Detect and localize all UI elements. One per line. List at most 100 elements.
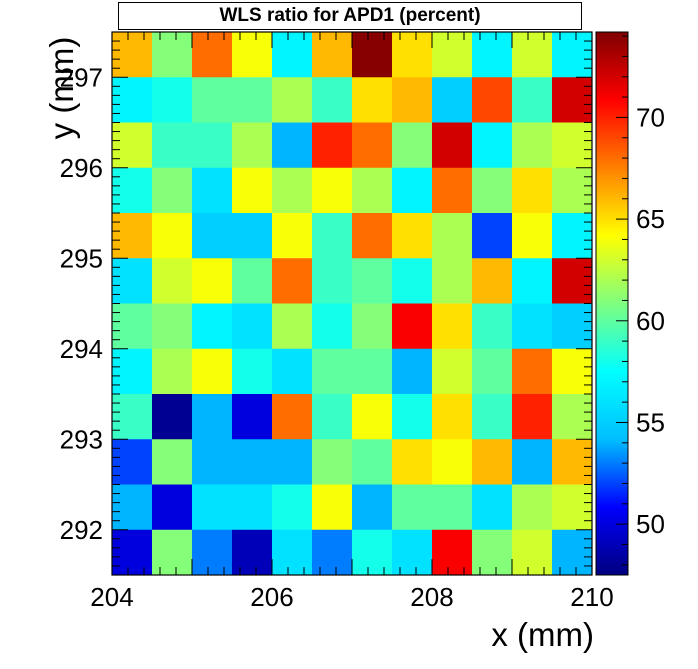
heatmap-cell (472, 394, 513, 440)
y-tick-label: 296 (60, 153, 103, 183)
heatmap-cell (112, 167, 153, 214)
heatmap-cell (112, 213, 153, 259)
heatmap-cell (152, 394, 193, 440)
heatmap-cell (312, 258, 353, 304)
heatmap-cell (312, 77, 353, 123)
heatmap-cell (272, 529, 313, 576)
heatmap-cell (552, 258, 593, 304)
heatmap-cell (192, 529, 233, 576)
y-tick-label: 293 (60, 424, 103, 454)
heatmap-cell (472, 213, 513, 259)
heatmap-cell (432, 32, 473, 78)
heatmap-cell (432, 213, 473, 259)
heatmap-cell (472, 32, 513, 78)
heatmap-cell (392, 77, 433, 123)
heatmap-cell (432, 439, 473, 485)
heatmap-cell (512, 122, 553, 169)
heatmap-cell (392, 348, 433, 395)
heatmap-cell (552, 348, 593, 395)
heatmap-cell (432, 77, 473, 123)
heatmap-cell (552, 213, 593, 259)
heatmap-cell (432, 258, 473, 304)
heatmap-cell (112, 484, 153, 531)
heatmap-cell (512, 439, 553, 485)
heatmap-cell (272, 394, 313, 440)
y-tick-label: 295 (60, 243, 103, 273)
x-axis-label: x (mm) (491, 616, 594, 653)
heatmap-cell (392, 529, 433, 576)
heatmap-cell (272, 439, 313, 485)
heatmap-cell (432, 303, 473, 350)
heatmap-cell (512, 32, 553, 78)
heatmap-cell (512, 348, 553, 395)
heatmap-cell (272, 122, 313, 169)
heatmap-cell (472, 348, 513, 395)
heatmap-cell (312, 529, 353, 576)
heatmap-cell (352, 32, 393, 78)
heatmap-cell (232, 32, 273, 78)
heatmap-cell (552, 394, 593, 440)
heatmap-cell (112, 258, 153, 304)
heatmap-cell (352, 167, 393, 214)
heatmap-cell (472, 258, 513, 304)
heatmap-cell (232, 529, 273, 576)
heatmap-cell (312, 213, 353, 259)
heatmap-cell (552, 529, 593, 576)
heatmap-cell (272, 348, 313, 395)
heatmap-cell (112, 122, 153, 169)
heatmap-cell (232, 348, 273, 395)
heatmap-cell (352, 529, 393, 576)
heatmap-cell (352, 77, 393, 123)
heatmap-cell (312, 348, 353, 395)
heatmap-cell (432, 484, 473, 531)
heatmap-cell (392, 258, 433, 304)
heatmap-cell (192, 303, 233, 350)
heatmap-cell (112, 77, 153, 123)
heatmap-cell (312, 394, 353, 440)
heatmap-cell (272, 484, 313, 531)
heatmap-cell (472, 122, 513, 169)
heatmap-cell (272, 77, 313, 123)
heatmap-cell (352, 258, 393, 304)
heatmap-cell (512, 167, 553, 214)
heatmap-cell (312, 484, 353, 531)
heatmap-cell (552, 439, 593, 485)
heatmap-cell (512, 258, 553, 304)
heatmap-cell (552, 32, 593, 78)
heatmap-cell (152, 348, 193, 395)
color-bar-tick-label: 65 (636, 204, 665, 234)
heatmap-cell (512, 77, 553, 123)
heatmap-cell (192, 484, 233, 531)
heatmap-cell (392, 303, 433, 350)
heatmap-cell (552, 484, 593, 531)
axis-ticks: 204 206 208 210 292 293 294 295 296 297 (60, 31, 614, 612)
heatmap-cell (352, 348, 393, 395)
heatmap-cell (232, 394, 273, 440)
chart-title: WLS ratio for APD1 (percent) (118, 2, 582, 30)
heatmap-cell (392, 439, 433, 485)
heatmap-cell (232, 77, 273, 123)
heatmap-cell (232, 167, 273, 214)
heatmap-cell (272, 213, 313, 259)
heatmap-cell (352, 484, 393, 531)
heatmap-cell (392, 213, 433, 259)
heatmap-cell (392, 167, 433, 214)
heatmap-cell (432, 529, 473, 576)
heatmap-cell (152, 439, 193, 485)
color-bar-tick-label: 60 (636, 306, 665, 336)
heatmap-cell (112, 529, 153, 576)
heatmap-cell (312, 439, 353, 485)
color-bar-tick-label: 50 (636, 509, 665, 539)
heatmap-cell (552, 167, 593, 214)
heatmap-cell (232, 213, 273, 259)
heatmap-cell (152, 32, 193, 78)
heatmap-cell (272, 303, 313, 350)
heatmap-cell (472, 439, 513, 485)
heatmap-cell (432, 348, 473, 395)
heatmap-cell (312, 303, 353, 350)
heatmap-cell (432, 394, 473, 440)
color-bar-gradient (595, 31, 629, 576)
heatmap-cell (552, 122, 593, 169)
heatmap-cell (232, 258, 273, 304)
